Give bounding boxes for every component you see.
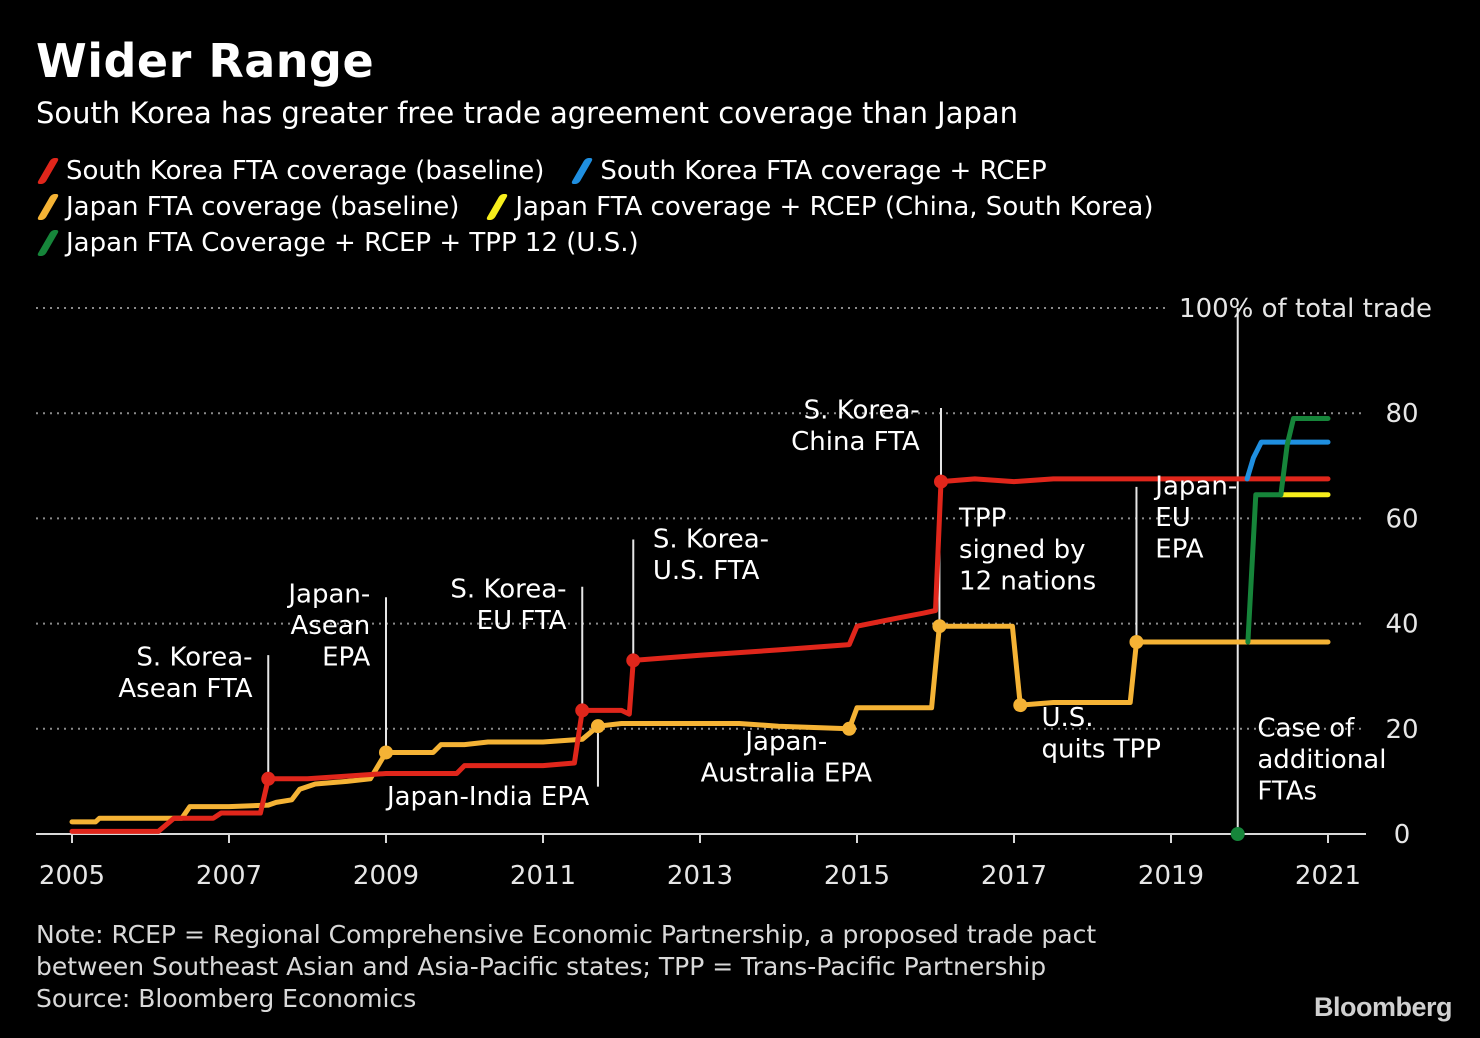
legend-label-jp-rcep-tpp: Japan FTA Coverage + RCEP + TPP 12 (U.S.…	[66, 228, 639, 258]
source-line: Source: Bloomberg Economics	[36, 984, 417, 1013]
annotation-label-line-5-0: TPP	[958, 503, 1006, 533]
note-line-1: Note: RCEP = Regional Comprehensive Econ…	[36, 920, 1097, 949]
event-marker-5	[590, 719, 605, 734]
series-line-2	[69, 623, 1331, 825]
legend-label-sk-baseline: South Korea FTA coverage (baseline)	[66, 156, 545, 186]
annotation-label-line-6-0: Japan-	[1153, 472, 1237, 502]
legend-row-3: Japan FTA Coverage + RCEP + TPP 12 (U.S.…	[36, 228, 639, 258]
legend-item-sk-rcep: South Korea FTA coverage + RCEP	[570, 156, 1047, 186]
legend-row-1: South Korea FTA coverage (baseline) Sout…	[36, 156, 1047, 186]
annotation-label-2: S. Korea-EU FTA	[450, 574, 566, 636]
y-tick-label-0: 0	[1394, 820, 1411, 850]
x-tick-label-2013: 2013	[667, 861, 733, 891]
annotation-label-line-1-1: Asean	[291, 611, 371, 641]
event-markers	[261, 474, 1245, 841]
annotation-label-line-10-2: FTAs	[1257, 777, 1317, 807]
y-tick-label-40: 40	[1385, 610, 1418, 640]
x-tick-label-2019: 2019	[1138, 861, 1204, 891]
note-line-2: between Southeast Asian and Asia-Pacific…	[36, 952, 1047, 981]
annotation-label-line-6-1: EU	[1155, 503, 1190, 533]
series-line-1	[1244, 439, 1331, 482]
annotation-label-line-3-1: U.S. FTA	[653, 556, 760, 586]
series-line-4	[1245, 416, 1331, 645]
annotation-label-8: Japan-Australia EPA	[701, 727, 873, 789]
x-tick-label-2011: 2011	[510, 861, 576, 891]
event-marker-10	[1230, 827, 1245, 841]
event-marker-8	[1013, 698, 1028, 713]
annotation-label-line-10-1: additional	[1257, 745, 1386, 775]
y-tick-label-20: 20	[1385, 715, 1418, 745]
annotation-label-6: Japan-EU EPA	[1153, 472, 1237, 565]
event-marker-7	[932, 619, 947, 634]
annotation-label-line-1-2: EPA	[322, 643, 370, 673]
legend-item-jp-baseline: Japan FTA coverage (baseline)	[36, 192, 459, 222]
annotation-label-line-6-2: EPA	[1155, 535, 1203, 565]
annotation-leaders	[267, 308, 1239, 834]
annotation-label-line-8-1: Australia EPA	[701, 758, 873, 788]
legend-label-jp-rcep: Japan FTA coverage + RCEP (China, South …	[515, 192, 1154, 222]
x-tick-label-2009: 2009	[353, 861, 419, 891]
gridline-100-label: 100% of total trade	[1179, 294, 1432, 324]
x-tick-label-2017: 2017	[981, 861, 1047, 891]
legend-label-jp-baseline: Japan FTA coverage (baseline)	[66, 192, 460, 222]
bloomberg-logo: Bloomberg	[1313, 992, 1453, 1022]
x-tick-label-2005: 2005	[39, 861, 105, 891]
annotation-label-5: TPP signed by 12 nations	[958, 503, 1096, 596]
annotation-label-10: Case of additional FTAs	[1257, 714, 1386, 807]
annotation-label-3: S. Korea-U.S. FTA	[653, 524, 769, 586]
gridlines: 100% of total trade 0 20 40 60 80	[36, 294, 1432, 850]
event-marker-4	[379, 745, 393, 760]
annotation-label-line-8-0: Japan-	[743, 727, 827, 757]
event-marker-3	[933, 474, 948, 489]
series-line-0	[69, 476, 1331, 834]
annotation-label-line-4-0: S. Korea-	[804, 395, 920, 425]
annotation-label-line-7-0: Japan-India EPA	[385, 782, 589, 812]
annotation-label-line-0-0: S. Korea-	[136, 643, 252, 673]
event-marker-6	[842, 721, 857, 736]
annotation-label-4: S. Korea-China FTA	[791, 395, 920, 457]
series-lines	[69, 416, 1331, 834]
legend-item-jp-rcep: Japan FTA coverage + RCEP (China, South …	[485, 192, 1154, 222]
annotation-label-line-2-0: S. Korea-	[450, 574, 566, 604]
annotation-label-line-5-1: signed by	[959, 535, 1085, 565]
annotation-label-9: U.S. quits TPP	[1041, 703, 1160, 765]
event-marker-9	[1129, 635, 1144, 650]
chart-title: Wider Range	[36, 34, 375, 88]
annotation-label-line-10-0: Case of	[1257, 714, 1355, 744]
y-tick-label-80: 80	[1385, 399, 1418, 429]
x-axis: 2005 2007 2009 2011 2013 2015 2017 2019 2021	[36, 833, 1366, 891]
annotation-label-line-3-0: S. Korea-	[653, 524, 769, 554]
legend-item-sk-baseline: South Korea FTA coverage (baseline)	[36, 156, 544, 186]
event-marker-2	[626, 653, 641, 668]
legend-row-2: Japan FTA coverage (baseline) Japan FTA …	[36, 192, 1154, 222]
annotation-label-line-5-2: 12 nations	[959, 566, 1096, 596]
annotation-label-line-9-0: U.S.	[1041, 703, 1093, 733]
x-tick-label-2021: 2021	[1295, 861, 1361, 891]
annotation-label-line-9-1: quits TPP	[1041, 735, 1160, 765]
legend-item-jp-rcep-tpp: Japan FTA Coverage + RCEP + TPP 12 (U.S.…	[36, 228, 639, 258]
x-tick-label-2015: 2015	[824, 861, 890, 891]
annotation-label-0: S. Korea-Asean FTA	[118, 643, 252, 705]
annotation-label-line-0-1: Asean FTA	[118, 674, 252, 704]
event-marker-1	[575, 703, 590, 718]
annotation-label-line-1-0: Japan-	[286, 580, 370, 610]
annotation-label-1: Japan-Asean EPA	[286, 580, 370, 673]
annotation-label-7: Japan-India EPA	[385, 782, 589, 812]
annotation-label-line-4-1: China FTA	[791, 427, 920, 457]
event-marker-0	[261, 771, 276, 786]
annotation-label-line-2-1: EU FTA	[477, 606, 567, 636]
y-tick-label-60: 60	[1385, 504, 1418, 534]
legend-label-sk-rcep: South Korea FTA coverage + RCEP	[600, 156, 1047, 186]
x-tick-label-2007: 2007	[196, 861, 262, 891]
chart-subtitle: South Korea has greater free trade agree…	[36, 96, 1019, 130]
